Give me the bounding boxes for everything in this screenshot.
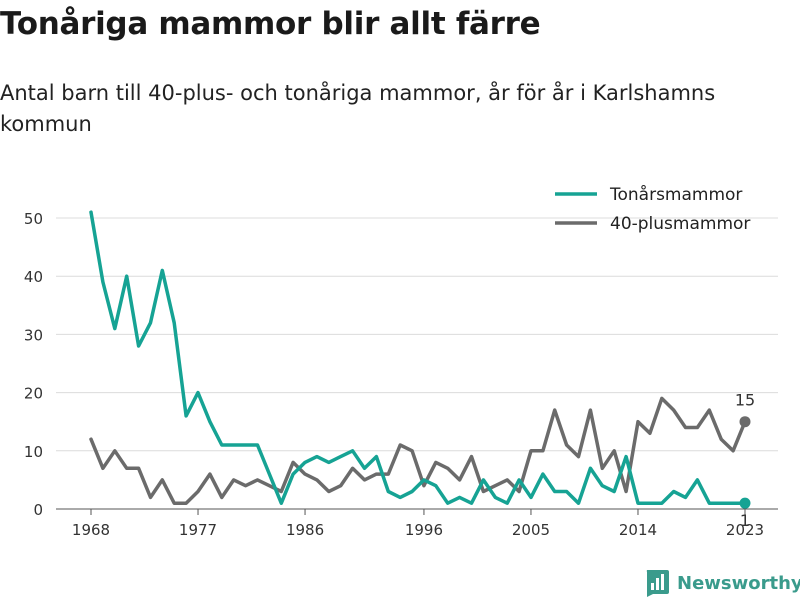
x-tick-label: 2014	[619, 521, 657, 539]
y-tick-label: 30	[24, 326, 43, 344]
bar-chart-logo-icon	[646, 570, 669, 597]
x-tick-label: 1996	[405, 521, 443, 539]
end-point-marker	[739, 416, 751, 428]
series-line	[89, 396, 747, 505]
x-axis: 1968 1977 1986 1996 2005 2014 2023	[56, 508, 778, 539]
end-value-label: 1	[740, 511, 750, 530]
series-line	[89, 210, 747, 505]
series-lines	[89, 210, 747, 505]
x-tick-label: 1968	[72, 521, 110, 539]
chart-title: Tonåriga mammor blir allt färre	[0, 6, 541, 42]
y-tick-label: 0	[33, 501, 43, 519]
end-point-marker	[739, 497, 751, 509]
legend-label: 40-plusmammor	[610, 214, 750, 234]
y-tick-label: 20	[24, 385, 43, 403]
x-tick-label: 2023	[726, 521, 764, 539]
legend-label: Tonårsmammor	[609, 184, 742, 205]
y-tick-label: 40	[24, 268, 43, 286]
y-tick-label: 50	[24, 210, 43, 228]
legend: Tonårsmammor 40-plusmammor	[555, 184, 750, 234]
y-tick-label: 10	[24, 443, 43, 461]
chart-subtitle: Antal barn till 40-plus- och tonåriga ma…	[0, 81, 716, 136]
y-axis: 0 10 20 30 40 50	[24, 210, 43, 519]
x-tick-label: 2005	[512, 521, 550, 539]
end-points: 1 15	[735, 391, 755, 530]
x-tick-label: 1986	[286, 521, 324, 539]
newsworthy-brand[interactable]: Newsworthy	[644, 568, 800, 598]
gridlines	[56, 217, 778, 452]
end-value-label: 15	[735, 391, 755, 410]
x-tick-label: 1977	[179, 521, 217, 539]
brand-name: Newsworthy	[677, 572, 800, 594]
